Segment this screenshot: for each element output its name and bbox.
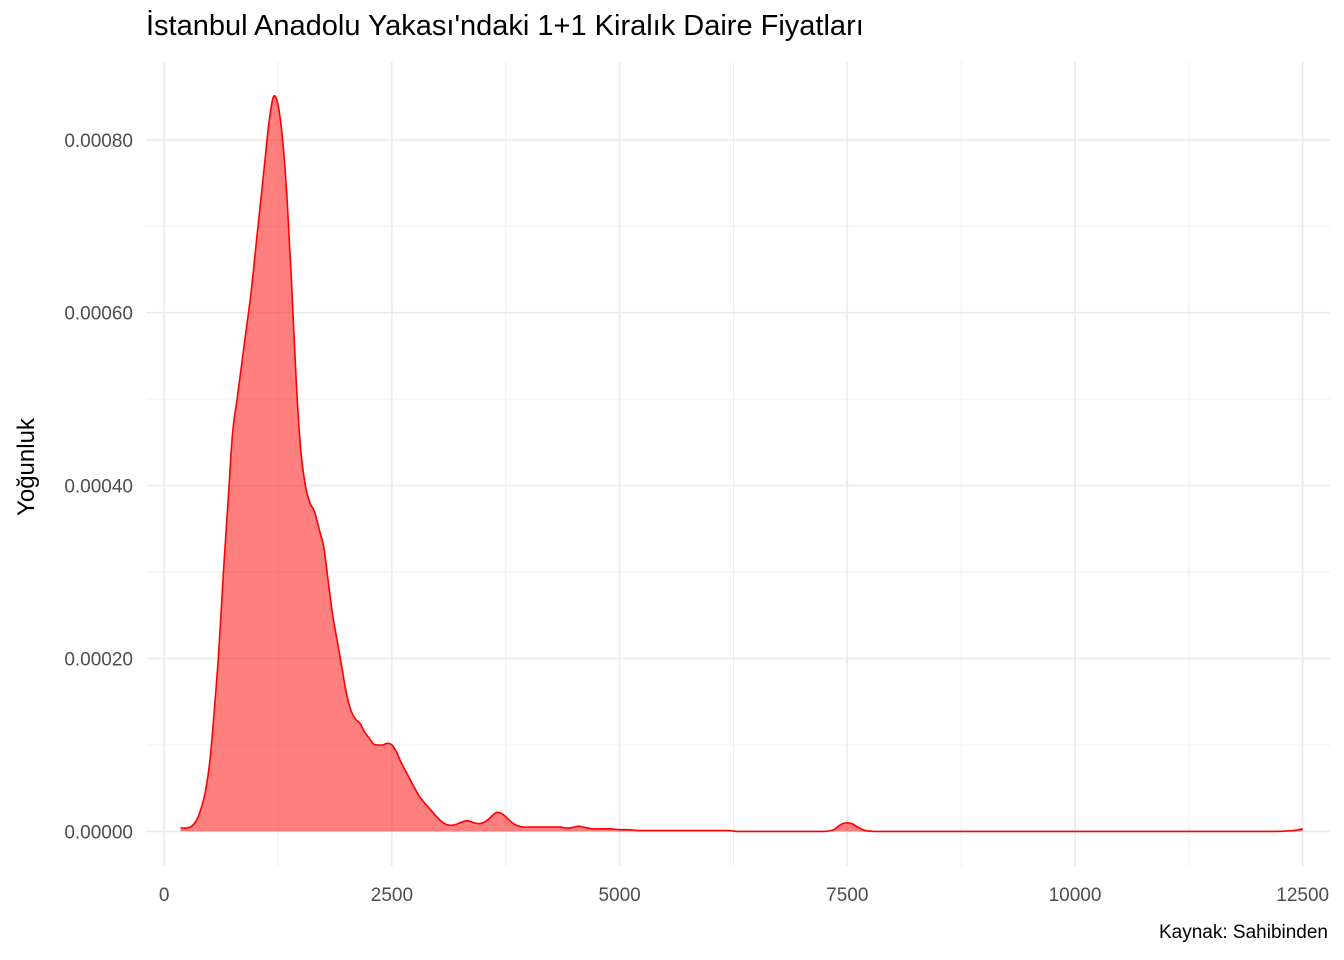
chart-caption: Kaynak: Sahibinden: [1158, 922, 1328, 943]
y-tick-label: 0.00000: [64, 822, 133, 843]
chart-title: İstanbul Anadolu Yakası'ndaki 1+1 Kiralı…: [146, 10, 864, 42]
y-tick-label: 0.00020: [64, 650, 133, 671]
x-axis-ticks: 0 2500 5000 7500 10000 12500: [159, 885, 1329, 906]
y-tick-label: 0.00080: [64, 131, 133, 152]
x-tick-label: 10000: [1049, 885, 1102, 906]
y-axis-ticks: 0.00000 0.00020 0.00040 0.00060 0.00080: [64, 131, 133, 844]
y-tick-label: 0.00060: [64, 304, 133, 325]
density-area: [180, 95, 1303, 832]
y-tick-label: 0.00040: [64, 477, 133, 498]
density-series: [180, 94, 1303, 833]
x-tick-label: 12500: [1276, 885, 1329, 906]
density-line: [180, 94, 1303, 833]
x-tick-label: 0: [159, 885, 170, 906]
x-tick-label: 7500: [826, 885, 868, 906]
x-tick-label: 5000: [598, 885, 640, 906]
x-tick-label: 2500: [371, 885, 413, 906]
